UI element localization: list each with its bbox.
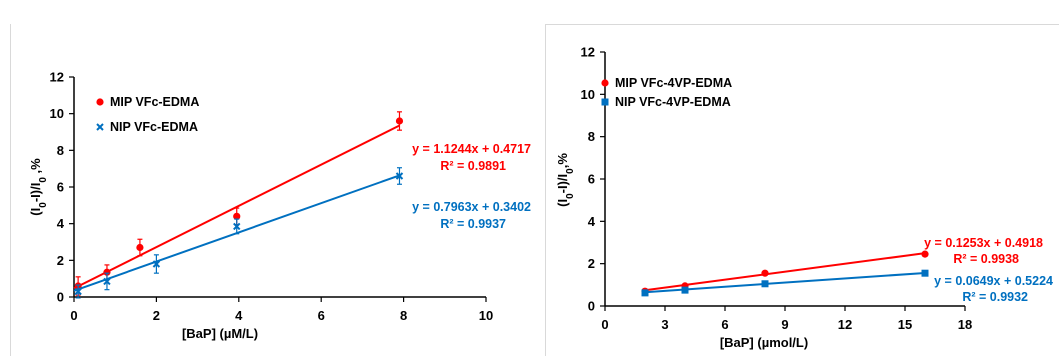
y-tick-label: 0 <box>57 290 64 305</box>
x-tick-label: 10 <box>479 308 493 323</box>
y-tick-label: 2 <box>57 253 64 268</box>
y-tick-label: 12 <box>581 45 595 60</box>
x-tick-label: 4 <box>235 308 243 323</box>
y-tick-label: 6 <box>57 180 64 195</box>
legend-label: MIP VFc-4VP-EDMA <box>615 76 732 90</box>
trendline-r2: R² = 0.9932 <box>962 290 1028 304</box>
data-point <box>233 222 241 231</box>
trendline-equation: y = 0.0649x + 0.5224 <box>934 274 1053 288</box>
trendline-equation: y = 0.1253x + 0.4918 <box>924 236 1043 250</box>
trendline-r2: R² = 0.9937 <box>440 217 506 231</box>
x-tick-label: 9 <box>781 317 788 332</box>
data-point <box>641 289 649 297</box>
data-point <box>921 250 929 258</box>
x-tick-label: 6 <box>318 308 325 323</box>
legend-marker <box>601 79 609 87</box>
trendline-equation: y = 0.7963x + 0.3402 <box>412 200 531 214</box>
panel-border-left <box>10 24 11 356</box>
y-tick-label: 8 <box>57 143 64 158</box>
right-chart: 0 2 4 6 8 10 12 0 3 6 9 12 15 18 [BaP] (µmol/L) (I0-I)/… <box>555 45 1053 351</box>
y-tick-label: 8 <box>588 129 595 144</box>
x-tick-label: 2 <box>153 308 160 323</box>
x-axis-title: [BaP] (µM/L) <box>182 326 258 341</box>
trendline-r2: R² = 0.9891 <box>440 159 506 173</box>
x-tick-label: 6 <box>721 317 728 332</box>
x-tick-label: 0 <box>70 308 77 323</box>
legend-marker <box>96 98 104 106</box>
y-tick-label: 10 <box>581 87 595 102</box>
data-point <box>395 172 404 180</box>
panel-border-left <box>545 24 546 356</box>
panel-border-top <box>545 24 1059 25</box>
y-tick-label: 4 <box>588 214 596 229</box>
data-point <box>103 277 111 286</box>
x-tick-label: 3 <box>661 317 668 332</box>
y-tick-label: 6 <box>588 172 595 187</box>
trendline <box>644 271 926 294</box>
legend-label: MIP VFc-EDMA <box>110 95 199 109</box>
y-tick-label: 2 <box>588 256 595 271</box>
y-axis-title: (I0-I)/I0 ,% <box>28 158 49 216</box>
left-chart: 0 2 4 6 8 10 12 0 2 4 6 8 10 [BaP] (µM/L) (I0-I)/I0 ,%… <box>28 70 531 342</box>
x-tick-label: 0 <box>601 317 608 332</box>
legend-label: NIP VFc-4VP-EDMA <box>615 95 731 109</box>
y-tick-label: 0 <box>588 299 595 314</box>
legend-marker <box>601 98 609 106</box>
y-tick-label: 10 <box>50 106 64 121</box>
trendline-equation: y = 1.1244x + 0.4717 <box>412 142 531 156</box>
y-tick-label: 4 <box>57 216 65 231</box>
y-axis-title: (I0-I)/I0,% <box>555 153 576 207</box>
data-point <box>74 287 82 296</box>
data-point <box>921 269 929 277</box>
x-tick-label: 18 <box>958 317 972 332</box>
data-point <box>152 260 161 268</box>
data-point <box>761 269 769 277</box>
data-point <box>761 280 769 288</box>
data-point <box>233 212 241 220</box>
x-tick-label: 12 <box>838 317 852 332</box>
x-tick-label: 15 <box>898 317 912 332</box>
trendline <box>644 252 926 292</box>
x-tick-label: 8 <box>400 308 407 323</box>
data-point <box>395 117 404 125</box>
data-point <box>681 286 689 294</box>
trendline-r2: R² = 0.9938 <box>953 252 1019 266</box>
trendline <box>73 124 400 290</box>
data-point <box>103 268 111 276</box>
x-axis-title: [BaP] (µmol/L) <box>720 335 808 350</box>
y-tick-label: 12 <box>50 70 64 85</box>
legend-label: NIP VFc-EDMA <box>110 120 198 134</box>
data-point <box>136 243 144 252</box>
right-chart-panel: 0 2 4 6 8 10 12 0 3 6 9 12 15 18 [BaP] (µmol/L) (I0-I)/… <box>545 0 1059 356</box>
legend-marker <box>96 123 104 131</box>
left-chart-panel: 0 2 4 6 8 10 12 0 2 4 6 8 10 [BaP] (µM/L) (I0-I)/I0 ,%… <box>10 24 532 356</box>
